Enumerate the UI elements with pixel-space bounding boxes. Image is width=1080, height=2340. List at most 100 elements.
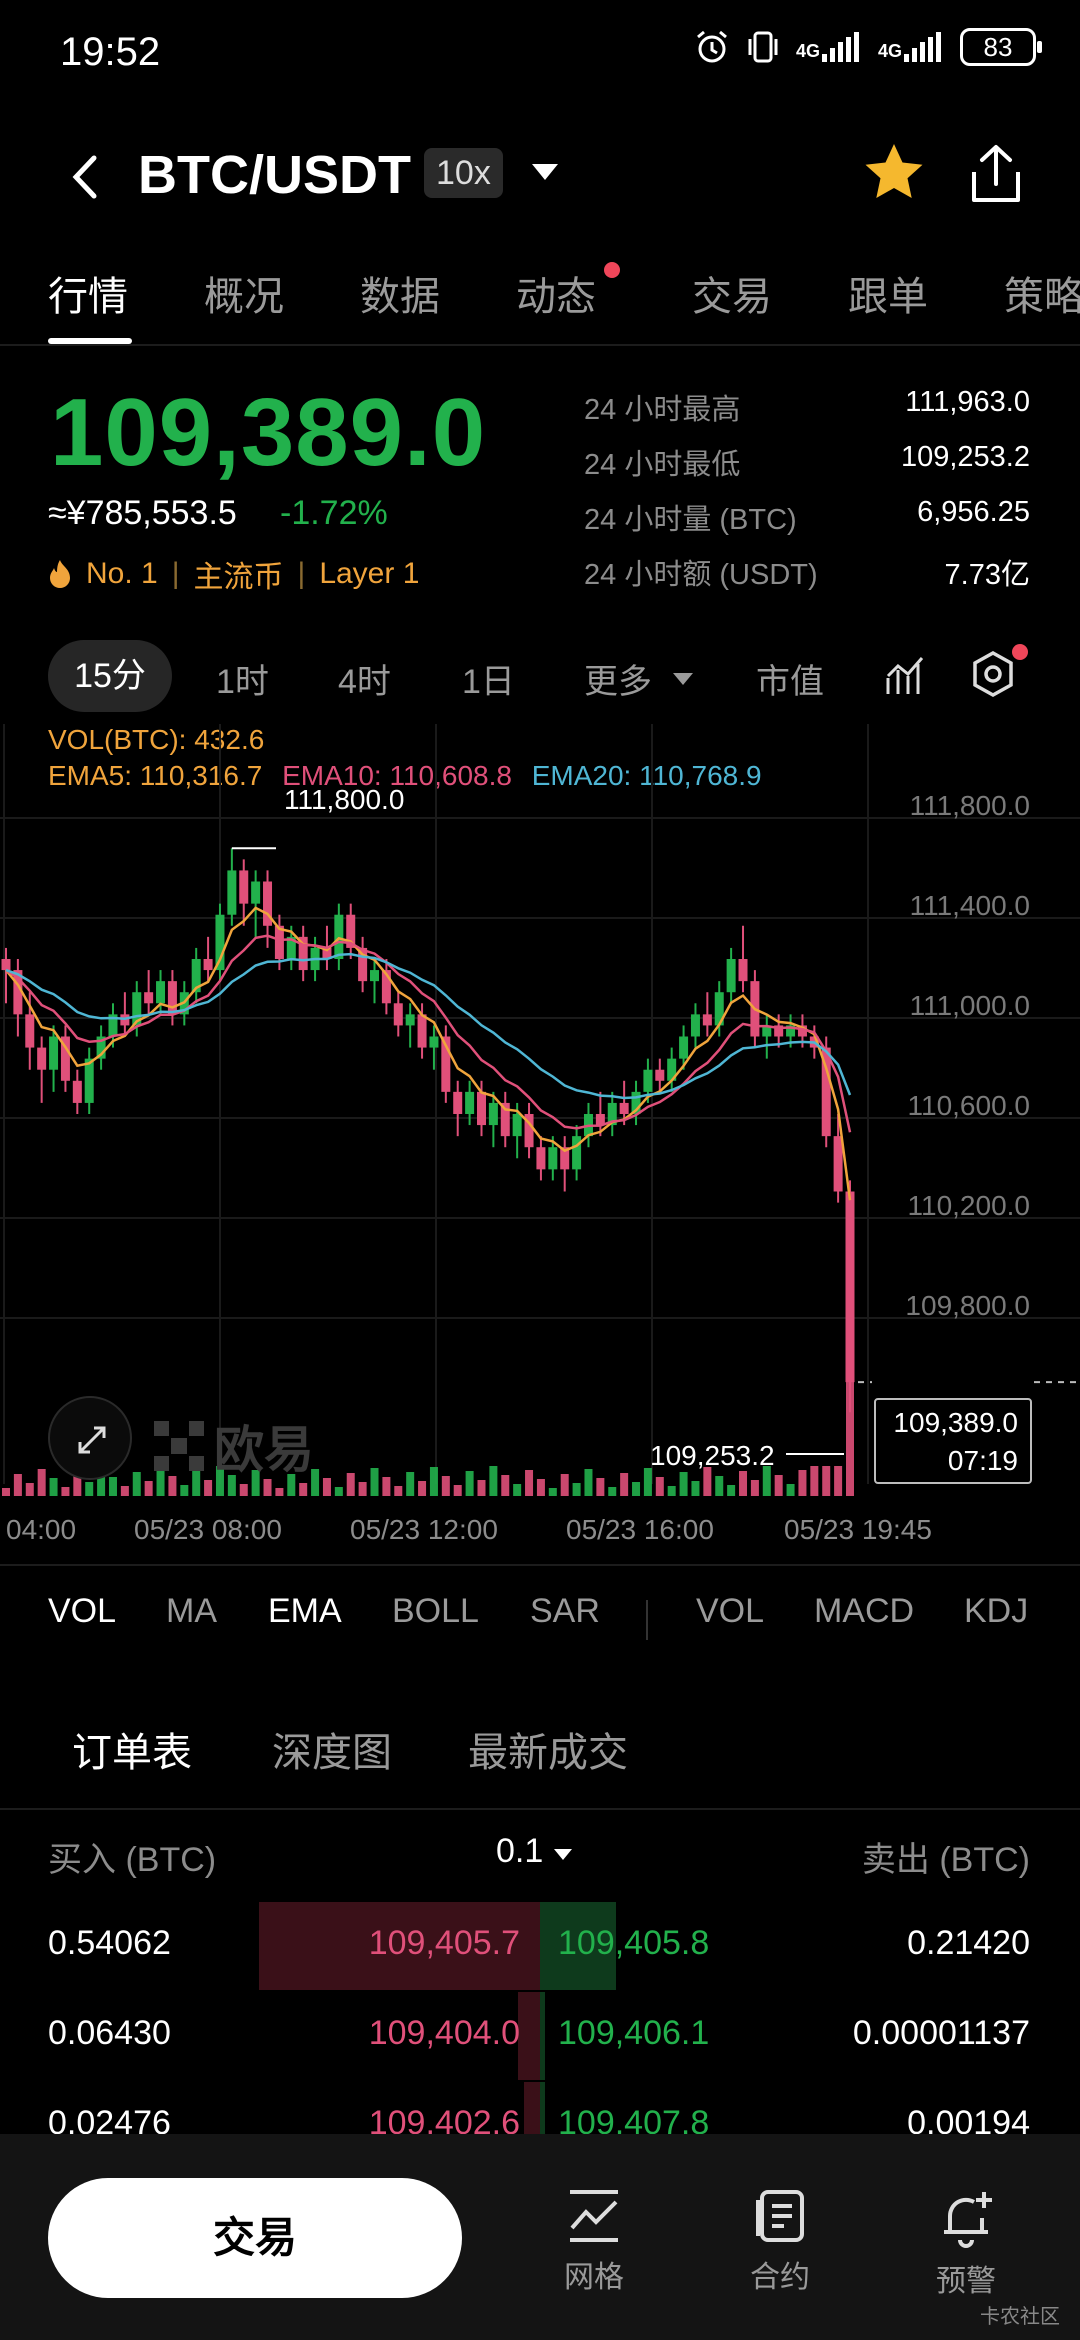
tag-separator: | <box>171 557 180 590</box>
volume-bar <box>834 1466 843 1496</box>
candle-body <box>560 1147 570 1170</box>
candle-body <box>286 936 296 959</box>
tab-overview[interactable]: 概况 <box>204 275 284 319</box>
nav-grid[interactable]: 网格 <box>534 2188 654 2296</box>
back-arrow-icon[interactable] <box>66 152 102 202</box>
share-icon[interactable] <box>966 142 1026 206</box>
interval-1d[interactable]: 1日 <box>462 663 515 701</box>
x-tick: 05/23 08:00 <box>134 1514 282 1545</box>
stat-label: 24 小时额 (USDT) <box>584 559 818 591</box>
volume-bar <box>49 1478 58 1496</box>
y-tick: 111,000.0 <box>909 990 1030 1021</box>
stat-label: 24 小时量 (BTC) <box>584 504 797 536</box>
volume-bar <box>299 1483 308 1496</box>
caret-down-icon[interactable] <box>530 162 560 182</box>
orderbook-row[interactable]: 0.06430 109,404.0 109,406.1 0.00001137 <box>0 1992 1080 2080</box>
indicator-ma[interactable]: MA <box>166 1592 217 1630</box>
candle-body <box>37 1047 47 1070</box>
bid-price: 109,405.7 <box>368 1924 520 1962</box>
volume-bar <box>572 1483 581 1496</box>
volume-bar <box>798 1470 807 1496</box>
volume-bar <box>750 1480 759 1496</box>
stat-row: 24 小时额 (USDT) 7.73亿 <box>584 551 1030 606</box>
tab-feed[interactable]: 动态 <box>516 275 596 319</box>
interval-1h[interactable]: 1时 <box>216 663 269 701</box>
candle-body <box>49 1036 59 1070</box>
volume-bar <box>667 1486 676 1496</box>
nav-alert[interactable]: 预警 <box>906 2188 1026 2300</box>
candle-body <box>167 981 177 1015</box>
stat-label: 24 小时最低 <box>584 449 741 481</box>
indicator-vol-main[interactable]: VOL <box>48 1592 117 1630</box>
notification-dot <box>604 262 620 278</box>
nav-contract[interactable]: 合约 <box>720 2188 840 2296</box>
interval-4h[interactable]: 4时 <box>338 663 391 701</box>
stat-label: 24 小时最高 <box>584 394 741 426</box>
volume-bar <box>382 1477 391 1496</box>
precision-select[interactable]: 0.1 <box>496 1832 573 1871</box>
tab-data[interactable]: 数据 <box>360 275 440 319</box>
main-tabs: 行情 概况 数据 动态 交易 跟单 策略 <box>0 258 1080 346</box>
candle-body <box>263 881 273 926</box>
kline-chart[interactable]: VOL(BTC): 432.6 EMA5: 110,316.7 EMA10: 1… <box>0 724 1080 1545</box>
candle-body <box>274 925 284 959</box>
volume-bar <box>346 1473 355 1496</box>
tab-market[interactable]: 行情 <box>48 275 128 319</box>
indicator-ema[interactable]: EMA <box>268 1592 342 1630</box>
current-price-box[interactable]: 109,389.0 07:19 <box>874 1398 1032 1484</box>
volume-bar <box>263 1479 272 1496</box>
pair-title[interactable]: BTC/USDT <box>138 145 411 205</box>
candle-body <box>774 1025 784 1037</box>
candle-body <box>619 1102 629 1114</box>
tab-trade[interactable]: 交易 <box>692 275 772 319</box>
volume-bar <box>525 1470 534 1496</box>
status-time: 19:52 <box>60 30 161 74</box>
tab-copy-trading[interactable]: 跟单 <box>848 275 928 319</box>
volume-bar <box>584 1469 593 1496</box>
indicator-kdj[interactable]: KDJ <box>964 1592 1029 1630</box>
rank-tag[interactable]: No. 1 <box>86 557 158 590</box>
candle-body <box>465 1091 475 1114</box>
volume-bar <box>643 1468 652 1496</box>
tab-depth-chart[interactable]: 深度图 <box>272 1731 392 1775</box>
indicator-boll[interactable]: BOLL <box>392 1592 479 1630</box>
category-tag[interactable]: 主流币 <box>193 561 284 594</box>
okx-logo-icon <box>154 1421 204 1471</box>
tab-recent-trades[interactable]: 最新成交 <box>468 1731 628 1775</box>
candle-body <box>726 959 736 993</box>
volume-bar <box>846 1236 854 1496</box>
volume-bar <box>560 1474 569 1496</box>
fire-icon <box>50 560 70 588</box>
volume-bar <box>275 1488 284 1496</box>
interval-more[interactable]: 更多 <box>584 663 652 701</box>
network-indicator-2: 4G <box>878 32 944 62</box>
volume-bar <box>144 1481 153 1496</box>
fullscreen-button[interactable] <box>48 1396 132 1480</box>
candle-body <box>631 1091 641 1114</box>
volume-bar <box>691 1481 700 1496</box>
trade-button[interactable]: 交易 <box>48 2178 462 2298</box>
leverage-badge[interactable]: 10x <box>424 148 503 198</box>
candle-body <box>322 947 332 959</box>
orderbook-row[interactable]: 0.54062 109,405.7 109,405.8 0.21420 <box>0 1902 1080 1990</box>
volume-bar <box>2 1488 10 1496</box>
interval-15m[interactable]: 15分 <box>48 640 172 712</box>
volume-bar <box>418 1481 427 1496</box>
layer-tag[interactable]: Layer 1 <box>319 557 420 590</box>
indicator-macd[interactable]: MACD <box>814 1592 915 1630</box>
last-price: 109,389.0 <box>50 379 487 486</box>
ema5-line <box>5 906 852 1201</box>
candle-body <box>381 970 391 1004</box>
interval-market-cap[interactable]: 市值 <box>756 663 824 701</box>
star-icon[interactable] <box>862 140 926 204</box>
tab-strategy[interactable]: 策略 <box>1004 275 1080 319</box>
candle-body <box>643 1069 653 1092</box>
ask-price: 109,406.1 <box>558 2014 710 2052</box>
tab-orderbook[interactable]: 订单表 <box>72 1731 192 1775</box>
indicator-sar[interactable]: SAR <box>530 1592 600 1630</box>
indicator-vol-sub[interactable]: VOL <box>696 1592 765 1630</box>
more-caret-icon[interactable] <box>672 672 694 686</box>
settings-gear-icon[interactable] <box>970 650 1016 698</box>
indicator-icon[interactable] <box>884 654 928 698</box>
candle-body <box>25 1014 35 1048</box>
